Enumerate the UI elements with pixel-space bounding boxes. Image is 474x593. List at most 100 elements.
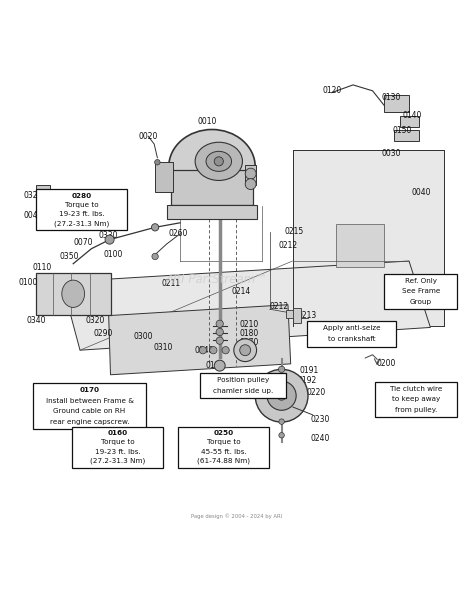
- Text: rear engine capscrew.: rear engine capscrew.: [50, 419, 129, 425]
- Text: See Frame: See Frame: [401, 289, 440, 295]
- Text: 0010: 0010: [198, 117, 217, 126]
- Text: Tie clutch wire: Tie clutch wire: [390, 386, 442, 392]
- Circle shape: [216, 320, 223, 327]
- Circle shape: [279, 419, 284, 425]
- Text: 0180: 0180: [240, 329, 259, 339]
- Bar: [292, 308, 301, 323]
- Circle shape: [245, 178, 256, 190]
- Text: 0020: 0020: [138, 132, 158, 141]
- Text: Install between Frame &: Install between Frame &: [46, 398, 134, 404]
- Text: Group: Group: [410, 299, 432, 305]
- Text: 0230: 0230: [310, 415, 329, 424]
- Text: Page design © 2004 - 2024 by ARI: Page design © 2004 - 2024 by ARI: [191, 513, 283, 518]
- Circle shape: [240, 345, 251, 356]
- Text: ARI PartStream™: ARI PartStream™: [165, 273, 267, 286]
- Text: 0210: 0210: [240, 320, 259, 329]
- Text: 0191: 0191: [299, 366, 319, 375]
- Text: (27.2-31.3 Nm): (27.2-31.3 Nm): [90, 458, 146, 464]
- Circle shape: [267, 381, 296, 410]
- Text: 0110: 0110: [33, 263, 52, 272]
- Bar: [36, 273, 111, 315]
- Text: 19-23 ft. lbs.: 19-23 ft. lbs.: [58, 211, 104, 217]
- Polygon shape: [109, 305, 291, 375]
- Bar: [400, 116, 419, 127]
- FancyBboxPatch shape: [200, 373, 286, 398]
- Text: 0330: 0330: [99, 231, 118, 241]
- Text: 0040: 0040: [194, 346, 214, 355]
- Circle shape: [216, 337, 223, 345]
- Text: Ground cable on RH: Ground cable on RH: [54, 409, 126, 415]
- Circle shape: [216, 329, 223, 336]
- Bar: [155, 162, 173, 192]
- Bar: [167, 205, 256, 219]
- Polygon shape: [62, 261, 430, 350]
- Circle shape: [126, 420, 131, 426]
- Bar: [286, 310, 296, 318]
- Text: 0140: 0140: [402, 111, 422, 120]
- Text: Position pulley: Position pulley: [217, 377, 269, 383]
- FancyBboxPatch shape: [72, 426, 163, 468]
- Bar: [171, 170, 253, 206]
- Text: from pulley.: from pulley.: [395, 407, 438, 413]
- Bar: [336, 224, 384, 267]
- Text: 0190: 0190: [206, 361, 225, 370]
- Circle shape: [278, 366, 285, 372]
- Text: 0250: 0250: [214, 430, 234, 436]
- Text: Ref. Only: Ref. Only: [405, 278, 437, 284]
- Text: Apply anti-seize: Apply anti-seize: [323, 326, 381, 331]
- Circle shape: [278, 376, 285, 382]
- Polygon shape: [292, 150, 444, 326]
- Text: 0100: 0100: [103, 250, 123, 259]
- Text: 0300: 0300: [133, 332, 153, 341]
- Circle shape: [245, 168, 256, 179]
- Text: 0160: 0160: [108, 430, 128, 436]
- Bar: [245, 164, 256, 185]
- FancyBboxPatch shape: [307, 321, 396, 346]
- Text: 0212: 0212: [278, 241, 298, 250]
- Text: 0070: 0070: [73, 238, 93, 247]
- Circle shape: [222, 346, 229, 354]
- FancyBboxPatch shape: [375, 382, 457, 417]
- Text: 0212: 0212: [269, 302, 288, 311]
- Text: (61-74.88 Nm): (61-74.88 Nm): [197, 458, 250, 464]
- Circle shape: [214, 360, 225, 371]
- FancyBboxPatch shape: [33, 384, 146, 429]
- Text: 0280: 0280: [71, 193, 91, 199]
- Text: 45-55 ft. lbs.: 45-55 ft. lbs.: [201, 449, 246, 455]
- Bar: [394, 129, 419, 141]
- Circle shape: [234, 339, 256, 362]
- Bar: [36, 185, 50, 203]
- FancyBboxPatch shape: [178, 426, 269, 468]
- Text: 0310: 0310: [154, 343, 173, 352]
- Circle shape: [128, 405, 135, 411]
- Text: 0100: 0100: [19, 278, 38, 287]
- Text: 0120: 0120: [323, 87, 342, 95]
- Text: Torque to: Torque to: [207, 439, 241, 445]
- FancyBboxPatch shape: [36, 189, 127, 230]
- Text: 0214: 0214: [231, 286, 250, 295]
- Text: 0040: 0040: [411, 188, 431, 197]
- Circle shape: [255, 369, 308, 422]
- Text: (27.2-31.3 Nm): (27.2-31.3 Nm): [54, 221, 109, 227]
- Text: 0200: 0200: [376, 359, 396, 368]
- Text: Torque to: Torque to: [101, 439, 135, 445]
- Text: to keep away: to keep away: [392, 396, 440, 402]
- Ellipse shape: [195, 142, 243, 180]
- Text: 0170: 0170: [72, 391, 91, 400]
- Bar: [383, 95, 409, 112]
- Text: 0270: 0270: [239, 338, 259, 347]
- Text: 0211: 0211: [162, 279, 181, 288]
- Circle shape: [105, 235, 114, 244]
- Text: 0340: 0340: [26, 315, 46, 324]
- Circle shape: [279, 432, 284, 438]
- Text: 0240: 0240: [310, 434, 329, 443]
- Circle shape: [152, 224, 159, 231]
- Text: 19-23 ft. lbs.: 19-23 ft. lbs.: [95, 449, 141, 455]
- FancyBboxPatch shape: [384, 274, 457, 309]
- Text: 0030: 0030: [382, 149, 401, 158]
- Text: Torque to: Torque to: [64, 202, 98, 208]
- Circle shape: [199, 346, 207, 354]
- Text: 0320: 0320: [85, 315, 105, 324]
- Circle shape: [214, 157, 223, 166]
- Text: to crankshaft: to crankshaft: [328, 336, 375, 342]
